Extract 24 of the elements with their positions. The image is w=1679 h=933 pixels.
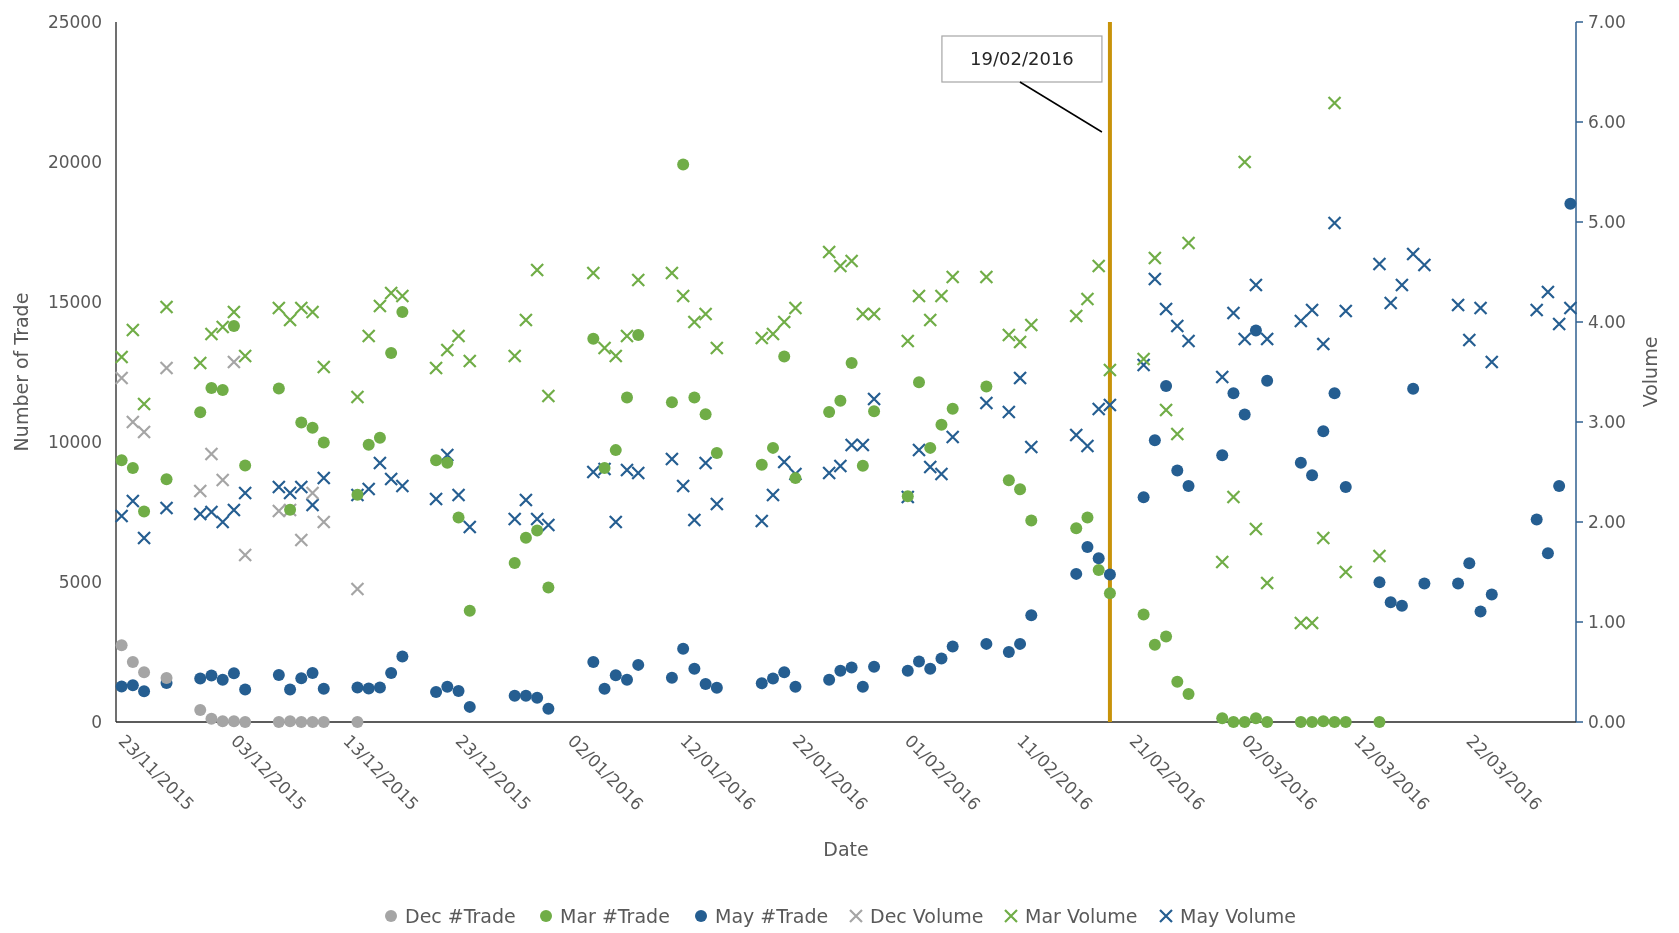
y2-tick-label: 3.00 [1588,411,1626,432]
legend-label: Mar #Trade [560,904,670,927]
legend-label: Dec Volume [870,904,984,927]
legend-label: May Volume [1180,904,1296,927]
y2-tick-label: 4.00 [1588,311,1626,332]
y2-axis-title: Volume [1639,336,1661,408]
y-tick-label: 0 [91,711,102,732]
y2-tick-label: 6.00 [1588,111,1626,132]
legend-label: Mar Volume [1025,904,1138,927]
y2-tick-label: 5.00 [1588,211,1626,232]
y-tick-label: 10000 [47,431,102,452]
legend-label: May #Trade [715,904,829,927]
y2-tick-label: 2.00 [1588,511,1626,532]
y-tick-label: 15000 [47,291,102,312]
y-tick-label: 20000 [47,151,102,172]
y-axis-title: Number of Trade [10,292,32,452]
y2-tick-label: 7.00 [1588,11,1626,32]
x-axis-title: Date [823,838,869,860]
y-tick-label: 5000 [58,571,102,592]
y2-tick-label: 1.00 [1588,611,1626,632]
y2-tick-label: 0.00 [1588,711,1626,732]
ref-line-label: 19/02/2016 [970,48,1074,70]
y-tick-label: 25000 [47,11,102,32]
legend-label: Dec #Trade [405,904,516,927]
